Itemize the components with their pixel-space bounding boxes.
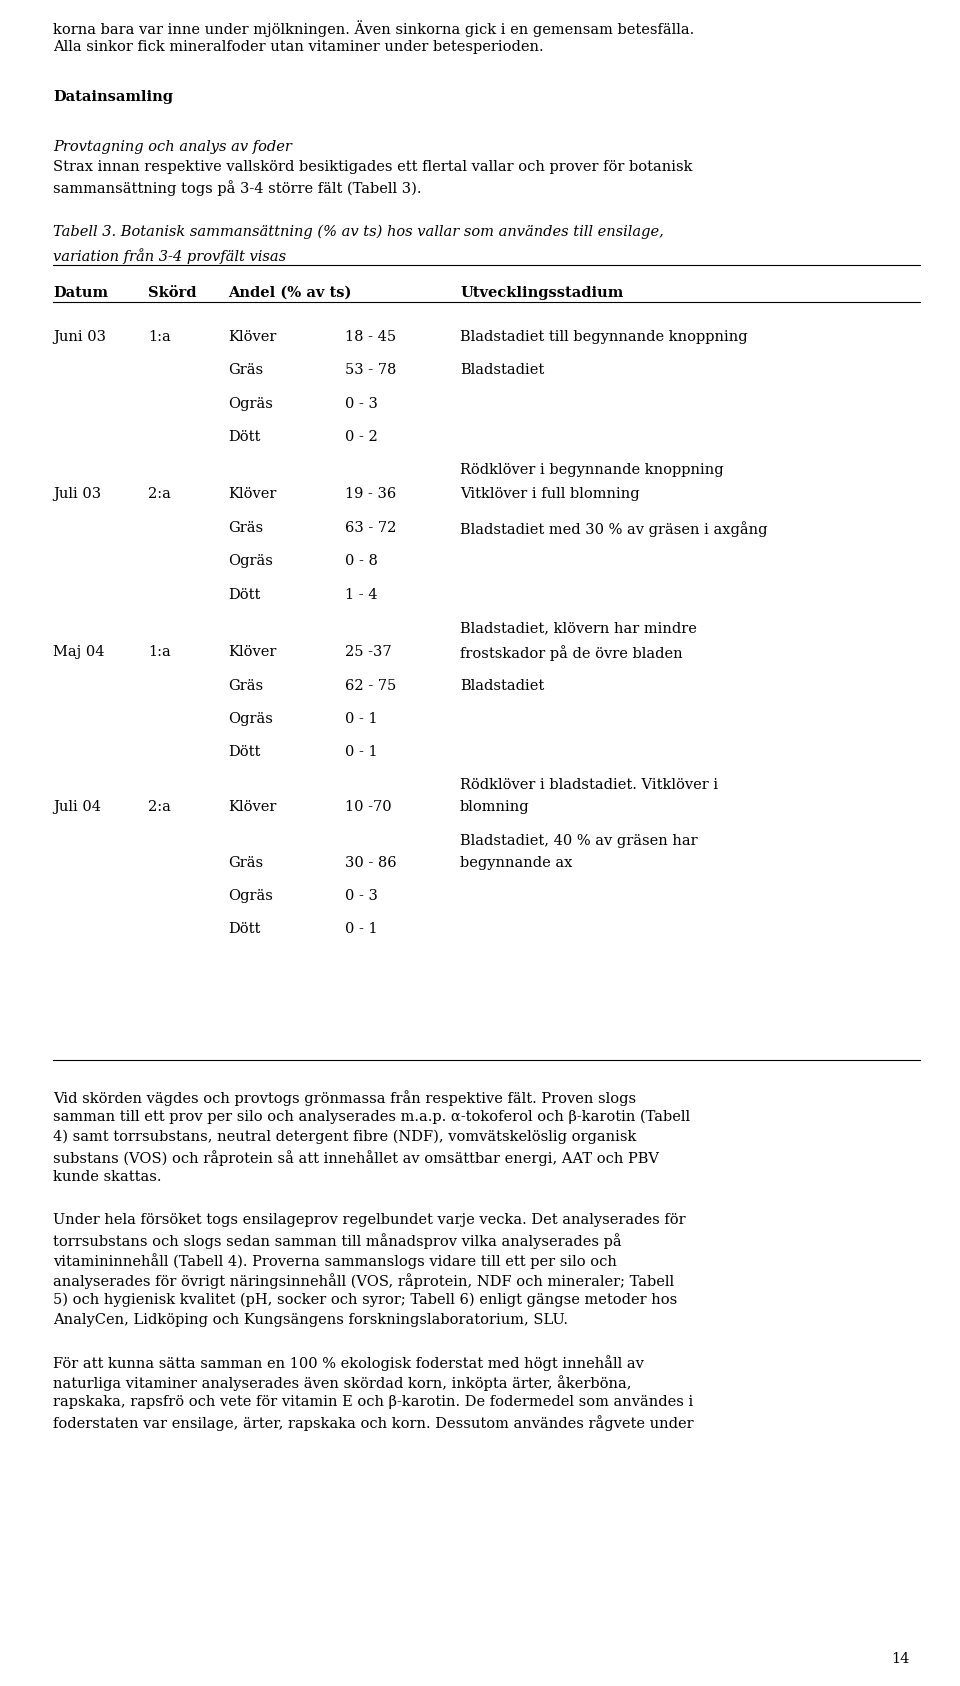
Text: Skörd: Skörd (148, 287, 197, 300)
Text: 19 - 36: 19 - 36 (345, 487, 396, 501)
Text: kunde skattas.: kunde skattas. (53, 1170, 161, 1184)
Text: variation från 3-4 provfält visas: variation från 3-4 provfält visas (53, 248, 286, 265)
Text: sammansättning togs på 3-4 större fält (Tabell 3).: sammansättning togs på 3-4 större fält (… (53, 180, 421, 196)
Text: För att kunna sätta samman en 100 % ekologisk foderstat med högt innehåll av: För att kunna sätta samman en 100 % ekol… (53, 1356, 644, 1371)
Text: samman till ett prov per silo och analyserades m.a.p. α-tokoferol och β-karotin : samman till ett prov per silo och analys… (53, 1109, 690, 1125)
Text: torrsubstans och slogs sedan samman till månadsprov vilka analyserades på: torrsubstans och slogs sedan samman till… (53, 1232, 622, 1249)
Text: Juli 03: Juli 03 (53, 487, 101, 501)
Text: begynnande ax: begynnande ax (460, 856, 572, 870)
Text: Utvecklingsstadium: Utvecklingsstadium (460, 287, 623, 300)
Text: Dött: Dött (228, 922, 260, 936)
Text: 62 - 75: 62 - 75 (345, 679, 396, 693)
Text: 0 - 2: 0 - 2 (345, 430, 377, 443)
Text: Rödklöver i bladstadiet. Vitklöver i: Rödklöver i bladstadiet. Vitklöver i (460, 777, 718, 792)
Text: 0 - 3: 0 - 3 (345, 396, 378, 411)
Text: Bladstadiet till begynnande knoppning: Bladstadiet till begynnande knoppning (460, 330, 748, 344)
Text: Maj 04: Maj 04 (53, 646, 105, 659)
Text: foderstaten var ensilage, ärter, rapskaka och korn. Dessutom användes rågvete un: foderstaten var ensilage, ärter, rapskak… (53, 1415, 694, 1431)
Text: korna bara var inne under mjölkningen. Även sinkorna gick i en gemensam betesfäl: korna bara var inne under mjölkningen. Ä… (53, 20, 694, 37)
Text: Bladstadiet, klövern har mindre: Bladstadiet, klövern har mindre (460, 620, 697, 636)
Text: 4) samt torrsubstans, neutral detergent fibre (NDF), vomvätskelöslig organisk: 4) samt torrsubstans, neutral detergent … (53, 1130, 636, 1145)
Text: Klöver: Klöver (228, 487, 276, 501)
Text: 1 - 4: 1 - 4 (345, 588, 377, 602)
Text: Vid skörden vägdes och provtogs grönmassa från respektive fält. Proven slogs: Vid skörden vägdes och provtogs grönmass… (53, 1091, 636, 1106)
Text: Andel (% av ts): Andel (% av ts) (228, 287, 351, 300)
Text: Klöver: Klöver (228, 646, 276, 659)
Text: Under hela försöket togs ensilageprov regelbundet varje vecka. Det analyserades : Under hela försöket togs ensilageprov re… (53, 1212, 685, 1227)
Text: 5) och hygienisk kvalitet (pH, socker och syror; Tabell 6) enligt gängse metoder: 5) och hygienisk kvalitet (pH, socker oc… (53, 1293, 677, 1307)
Text: vitamininnehåll (Tabell 4). Proverna sammanslogs vidare till ett per silo och: vitamininnehåll (Tabell 4). Proverna sam… (53, 1253, 617, 1270)
Text: 2:a: 2:a (148, 799, 171, 814)
Text: 53 - 78: 53 - 78 (345, 362, 396, 378)
Text: Tabell 3. Botanisk sammansättning (% av ts) hos vallar som användes till ensilag: Tabell 3. Botanisk sammansättning (% av … (53, 224, 663, 239)
Text: Ogräs: Ogräs (228, 889, 273, 904)
Text: 18 - 45: 18 - 45 (345, 330, 396, 344)
Text: Gräs: Gräs (228, 856, 263, 870)
Text: 14: 14 (892, 1652, 910, 1666)
Text: 2:a: 2:a (148, 487, 171, 501)
Text: Ogräs: Ogräs (228, 711, 273, 727)
Text: AnalyCen, Lidköping och Kungsängens forskningslaboratorium, SLU.: AnalyCen, Lidköping och Kungsängens fors… (53, 1313, 568, 1327)
Text: 1:a: 1:a (148, 330, 171, 344)
Text: Vitklöver i full blomning: Vitklöver i full blomning (460, 487, 639, 501)
Text: Ogräs: Ogräs (228, 555, 273, 568)
Text: blomning: blomning (460, 799, 530, 814)
Text: 1:a: 1:a (148, 646, 171, 659)
Text: Juli 04: Juli 04 (53, 799, 101, 814)
Text: 0 - 1: 0 - 1 (345, 711, 377, 727)
Text: Gräs: Gräs (228, 521, 263, 534)
Text: analyserades för övrigt näringsinnehåll (VOS, råprotein, NDF och mineraler; Tabe: analyserades för övrigt näringsinnehåll … (53, 1273, 674, 1288)
Text: Gräs: Gräs (228, 679, 263, 693)
Text: Dött: Dött (228, 588, 260, 602)
Text: Ogräs: Ogräs (228, 396, 273, 411)
Text: Bladstadiet: Bladstadiet (460, 679, 544, 693)
Text: naturliga vitaminer analyserades även skördad korn, inköpta ärter, åkerböna,: naturliga vitaminer analyserades även sk… (53, 1376, 632, 1391)
Text: Strax innan respektive vallskörd besiktigades ett flertal vallar och prover för : Strax innan respektive vallskörd besikti… (53, 160, 692, 174)
Text: Provtagning och analys av foder: Provtagning och analys av foder (53, 140, 292, 153)
Text: Klöver: Klöver (228, 799, 276, 814)
Text: 0 - 1: 0 - 1 (345, 745, 377, 759)
Text: Bladstadiet, 40 % av gräsen har: Bladstadiet, 40 % av gräsen har (460, 835, 698, 848)
Text: Juni 03: Juni 03 (53, 330, 106, 344)
Text: 63 - 72: 63 - 72 (345, 521, 396, 534)
Text: 0 - 3: 0 - 3 (345, 889, 378, 904)
Text: Alla sinkor fick mineralfoder utan vitaminer under betesperioden.: Alla sinkor fick mineralfoder utan vitam… (53, 40, 543, 54)
Text: Bladstadiet med 30 % av gräsen i axgång: Bladstadiet med 30 % av gräsen i axgång (460, 521, 767, 536)
Text: Dött: Dött (228, 745, 260, 759)
Text: 30 - 86: 30 - 86 (345, 856, 396, 870)
Text: Rödklöver i begynnande knoppning: Rödklöver i begynnande knoppning (460, 464, 724, 477)
Text: Klöver: Klöver (228, 330, 276, 344)
Text: substans (VOS) och råprotein så att innehållet av omsättbar energi, AAT och PBV: substans (VOS) och råprotein så att inne… (53, 1150, 659, 1167)
Text: Gräs: Gräs (228, 362, 263, 378)
Text: 25 -37: 25 -37 (345, 646, 392, 659)
Text: frostskador på de övre bladen: frostskador på de övre bladen (460, 646, 683, 661)
Text: Dött: Dött (228, 430, 260, 443)
Text: 0 - 8: 0 - 8 (345, 555, 378, 568)
Text: Datum: Datum (53, 287, 108, 300)
Text: Bladstadiet: Bladstadiet (460, 362, 544, 378)
Text: 0 - 1: 0 - 1 (345, 922, 377, 936)
Text: 10 -70: 10 -70 (345, 799, 392, 814)
Text: Datainsamling: Datainsamling (53, 89, 173, 105)
Text: rapskaka, rapsfrö och vete för vitamin E och β-karotin. De fodermedel som använd: rapskaka, rapsfrö och vete för vitamin E… (53, 1394, 693, 1409)
